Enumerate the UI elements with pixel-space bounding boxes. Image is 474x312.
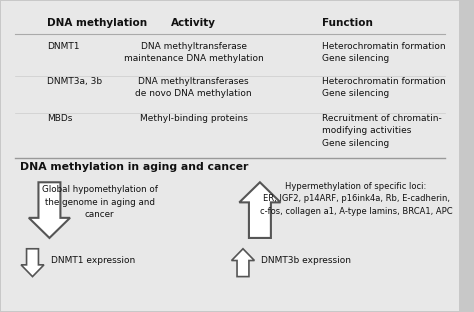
Polygon shape <box>21 249 44 277</box>
Text: DNMT3a, 3b: DNMT3a, 3b <box>47 77 102 86</box>
Text: DNMT1 expression: DNMT1 expression <box>51 256 135 265</box>
Polygon shape <box>29 182 70 238</box>
Text: Recruitment of chromatin-
modifying activities
Gene silencing: Recruitment of chromatin- modifying acti… <box>322 114 441 148</box>
Text: Function: Function <box>322 18 373 28</box>
Text: DNA methyltransferases
de novo DNA methylation: DNA methyltransferases de novo DNA methy… <box>135 77 252 98</box>
Text: Heterochromatin formation
Gene silencing: Heterochromatin formation Gene silencing <box>322 77 445 98</box>
Text: Methyl-binding proteins: Methyl-binding proteins <box>140 114 247 123</box>
Text: DNA methyltransferase
maintenance DNA methylation: DNA methyltransferase maintenance DNA me… <box>124 41 264 63</box>
Text: Activity: Activity <box>171 18 216 28</box>
Text: DNMT3b expression: DNMT3b expression <box>261 256 351 265</box>
Text: Hypermethylation of specific loci:
ER, IGF2, p14ARF, p16ink4a, Rb, E-cadherin,
c: Hypermethylation of specific loci: ER, I… <box>260 182 452 216</box>
Text: Global hypomethylation of
the genome in aging and
cancer: Global hypomethylation of the genome in … <box>42 185 158 219</box>
Text: DNA methylation: DNA methylation <box>47 18 147 28</box>
FancyBboxPatch shape <box>0 0 466 312</box>
Polygon shape <box>231 249 255 277</box>
Text: DNMT1: DNMT1 <box>47 41 80 51</box>
Text: MBDs: MBDs <box>47 114 73 123</box>
Polygon shape <box>239 182 281 238</box>
Text: DNA methylation in aging and cancer: DNA methylation in aging and cancer <box>20 162 248 172</box>
Text: Heterochromatin formation
Gene silencing: Heterochromatin formation Gene silencing <box>322 41 445 63</box>
